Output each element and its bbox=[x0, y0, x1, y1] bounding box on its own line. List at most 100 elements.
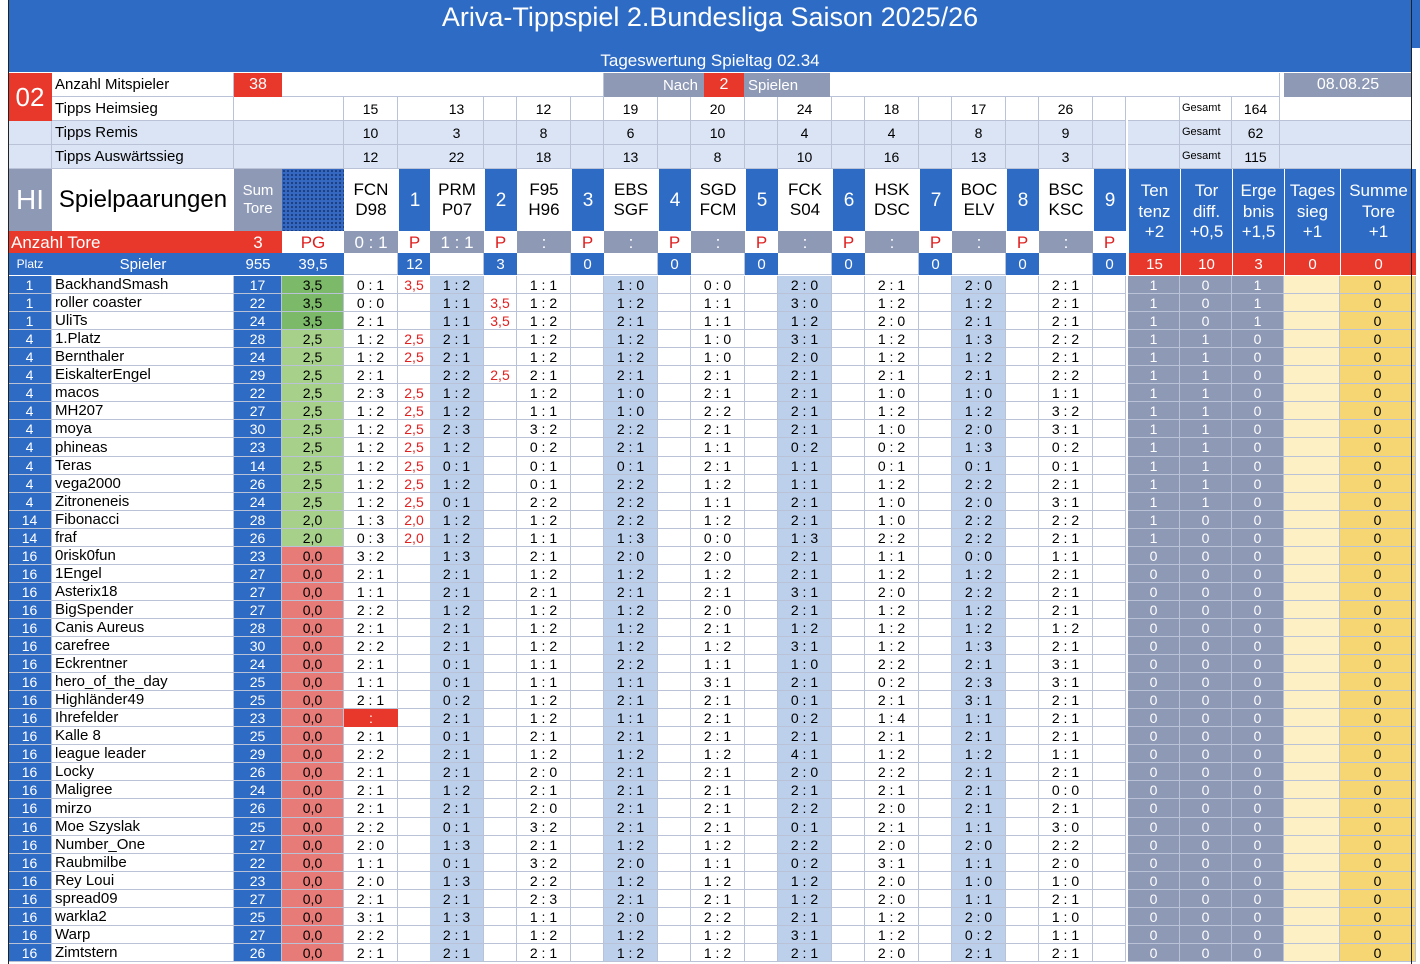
player-points bbox=[484, 330, 517, 348]
player-points bbox=[919, 312, 952, 330]
player-tip: 0 : 1 bbox=[430, 854, 484, 872]
player-points bbox=[832, 619, 865, 637]
player-points bbox=[1093, 709, 1126, 727]
player-points bbox=[919, 818, 952, 836]
player-tip: 2 : 2 bbox=[952, 529, 1006, 547]
player-sum: 27 bbox=[234, 890, 282, 908]
summary-label: Tipps Remis bbox=[52, 121, 234, 145]
player-tip: 1 : 2 bbox=[344, 438, 398, 457]
player-points: 2,5 bbox=[484, 366, 517, 384]
tip-count-h: 12 bbox=[517, 97, 571, 121]
player-bonus-1: 0 bbox=[1180, 691, 1232, 709]
player-tip: 1 : 0 bbox=[865, 511, 919, 529]
player-tip: 2 : 1 bbox=[952, 366, 1006, 384]
player-points bbox=[1093, 511, 1126, 529]
tip-count-pad bbox=[1006, 97, 1039, 121]
player-tip: 1 : 1 bbox=[952, 854, 1006, 872]
player-bonus-2: 0 bbox=[1232, 493, 1284, 511]
player-bonus-1: 0 bbox=[1180, 547, 1232, 565]
player-bonus-4: 0 bbox=[1340, 836, 1416, 854]
player-points bbox=[571, 438, 604, 457]
player-bonus-3 bbox=[1284, 529, 1340, 547]
player-tip: 1 : 1 bbox=[604, 709, 658, 727]
player-points bbox=[571, 944, 604, 962]
player-name: moya bbox=[52, 420, 234, 438]
match-p-label: P bbox=[571, 231, 604, 253]
player-bonus-4: 0 bbox=[1340, 854, 1416, 872]
player-sum: 23 bbox=[234, 872, 282, 890]
player-tip: 0 : 0 bbox=[691, 276, 745, 294]
goals-value: 3 bbox=[234, 231, 282, 253]
player-tip: 2 : 1 bbox=[865, 366, 919, 384]
player-bonus-4: 0 bbox=[1340, 890, 1416, 908]
player-sum: 27 bbox=[234, 926, 282, 944]
player-name: Warp bbox=[52, 926, 234, 944]
player-tip: 1 : 3 bbox=[430, 908, 484, 926]
player-points bbox=[398, 709, 431, 727]
player-bonus-0: 1 bbox=[1128, 384, 1180, 402]
player-name: carefree bbox=[52, 637, 234, 655]
player-pg: 0,0 bbox=[282, 673, 344, 691]
player-tip: 2 : 0 bbox=[865, 312, 919, 330]
player-points bbox=[919, 420, 952, 438]
player-name: Kalle 8 bbox=[52, 727, 234, 745]
player-bonus-4: 0 bbox=[1340, 799, 1416, 818]
player-tip: 2 : 1 bbox=[604, 438, 658, 457]
match-index: 9 bbox=[1093, 169, 1126, 231]
match-points-pad bbox=[517, 253, 571, 275]
player-tip: 1 : 2 bbox=[691, 511, 745, 529]
player-tip: 1 : 2 bbox=[1039, 619, 1093, 637]
player-tip: 2 : 1 bbox=[1039, 691, 1093, 709]
player-tip: 1 : 2 bbox=[778, 619, 832, 637]
player-rank: 16 bbox=[8, 944, 52, 962]
player-tip: 2 : 1 bbox=[691, 818, 745, 836]
player-points bbox=[745, 475, 778, 493]
match-p-label: P bbox=[832, 231, 865, 253]
player-points bbox=[398, 745, 431, 763]
tip-count-a: 13 bbox=[604, 145, 658, 169]
player-sum: 24 bbox=[234, 655, 282, 673]
player-tip: 2 : 1 bbox=[1039, 565, 1093, 583]
player-tip: 1 : 2 bbox=[865, 619, 919, 637]
player-tip: 1 : 2 bbox=[691, 836, 745, 854]
player-tip: 2 : 2 bbox=[952, 511, 1006, 529]
player-pg: 2,5 bbox=[282, 475, 344, 493]
player-tip: 2 : 1 bbox=[691, 709, 745, 727]
summary-blank bbox=[1280, 97, 1412, 121]
player-points bbox=[1093, 818, 1126, 836]
player-bonus-2: 0 bbox=[1232, 836, 1284, 854]
player-tip: 1 : 2 bbox=[604, 330, 658, 348]
player-tip: 1 : 2 bbox=[344, 493, 398, 511]
player-points bbox=[571, 836, 604, 854]
player-points bbox=[1006, 384, 1039, 402]
sum-tore-header: Sum Tore bbox=[234, 169, 282, 231]
player-tip: 1 : 0 bbox=[604, 402, 658, 420]
tip-count-d: 4 bbox=[778, 121, 832, 145]
player-bonus-2: 1 bbox=[1232, 294, 1284, 312]
player-name: Zitroneneis bbox=[52, 493, 234, 511]
player-bonus-1: 0 bbox=[1180, 763, 1232, 781]
player-name: roller coaster bbox=[52, 294, 234, 312]
player-points bbox=[745, 402, 778, 420]
player-tip: 2 : 1 bbox=[430, 926, 484, 944]
player-bonus-4: 0 bbox=[1340, 673, 1416, 691]
player-pg: 3,5 bbox=[282, 294, 344, 312]
player-points bbox=[745, 745, 778, 763]
player-tip: 2 : 0 bbox=[952, 276, 1006, 294]
player-points bbox=[658, 366, 691, 384]
player-bonus-0: 0 bbox=[1128, 583, 1180, 601]
player-name: phineas bbox=[52, 438, 234, 457]
player-pg: 2,5 bbox=[282, 438, 344, 457]
player-tip: 1 : 1 bbox=[691, 438, 745, 457]
player-points: 2,0 bbox=[398, 511, 431, 529]
player-tip: 0 : 1 bbox=[430, 727, 484, 745]
player-tip: 1 : 2 bbox=[691, 944, 745, 962]
player-points bbox=[571, 583, 604, 601]
player-bonus-3 bbox=[1284, 475, 1340, 493]
player-tip: 2 : 1 bbox=[344, 944, 398, 962]
player-bonus-3 bbox=[1284, 781, 1340, 799]
match-points-total: 0 bbox=[919, 253, 952, 275]
player-rank: 16 bbox=[8, 583, 52, 601]
player-tip: 2 : 2 bbox=[778, 836, 832, 854]
hi-label: HI bbox=[8, 169, 52, 231]
